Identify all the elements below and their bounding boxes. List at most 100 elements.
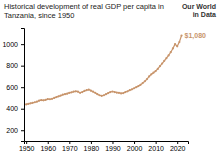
x-tick-mark [91,141,92,144]
point [142,82,144,84]
x-tick: 2010 [148,141,164,152]
point [36,101,38,103]
point [85,89,87,91]
point [42,99,44,101]
chart: Our Worldin Data Historical development o… [0,0,220,155]
point [49,98,51,100]
point [107,92,109,94]
point [114,91,116,93]
point [40,99,42,101]
point [73,91,75,93]
point [53,97,55,99]
point [152,72,154,74]
point [94,92,96,94]
point [146,78,148,80]
point [88,88,90,90]
point [111,90,113,92]
point [83,90,85,92]
y-tick: 1000 [2,41,24,48]
point [101,95,103,97]
point [103,94,105,96]
point [174,43,176,45]
point [165,57,167,59]
point [34,101,36,103]
point [159,65,161,67]
point [150,73,152,75]
point [180,34,182,36]
x-tick: 2020 [170,141,186,152]
y-tick: 200 [6,127,24,134]
point [75,90,77,92]
x-tick: 1960 [40,141,56,152]
point [161,62,163,64]
y-tick: 600 [6,84,24,91]
point [139,84,141,86]
point [55,96,57,98]
point [135,86,137,88]
point [176,45,178,47]
point [27,103,29,105]
x-tick-label: 1970 [62,145,78,152]
x-axis: 1950 1960 1970 1980 1990 2000 2010 2020 [19,141,189,152]
point [133,87,135,89]
point [167,54,169,56]
point [137,85,139,87]
x-tick-mark [134,141,135,144]
point [116,91,118,93]
logo-text: Our World [182,3,216,10]
point [77,91,79,93]
x-tick-label: 2020 [170,145,186,152]
y-tick-label: 800 [6,62,18,69]
point [96,93,98,95]
x-tick-label: 1990 [105,145,121,152]
y-tick-label: 1000 [2,41,18,48]
point [57,95,59,97]
point [68,92,70,94]
point [131,88,133,90]
x-tick: 2000 [127,141,143,152]
point [64,93,66,95]
y-tick-label: 200 [6,127,18,134]
point [120,92,122,94]
point [92,91,94,93]
y-axis: 200 400 600 800 1000 [2,29,24,142]
y-tick: 400 [6,105,24,112]
x-tick-mark [177,141,178,144]
x-tick-label: 2010 [148,145,164,152]
point [178,41,180,43]
point [32,102,34,104]
point [148,75,150,77]
x-tick-label: 1980 [84,145,100,152]
x-tick-label: 1950 [19,145,35,152]
point [109,91,111,93]
x-tick: 1950 [19,141,35,152]
point [98,94,100,96]
point [105,93,107,95]
point [172,47,174,49]
line [26,36,181,105]
title-line: Tanzania, since 1950 [4,11,74,20]
y-tick-mark [21,130,24,131]
x-tick-mark [26,141,27,144]
y-tick-mark [21,109,24,110]
x-tick-label: 1960 [40,145,56,152]
point [155,70,157,72]
point [170,51,172,53]
point [144,80,146,82]
point [29,102,31,104]
y-tick-label: 400 [6,105,18,112]
x-tick-mark [48,141,49,144]
point [90,90,92,92]
point [44,99,46,101]
title: Historical development of real GDP per c… [4,2,166,20]
y-tick-mark [21,44,24,45]
point [51,98,53,100]
point [124,91,126,93]
y-tick: 800 [6,62,24,69]
point [62,94,64,96]
logo-text: in Data [193,11,216,18]
point [66,93,68,95]
x-tick: 1970 [62,141,78,152]
y-tick-mark [21,87,24,88]
end-label: $1,080 [185,32,207,40]
